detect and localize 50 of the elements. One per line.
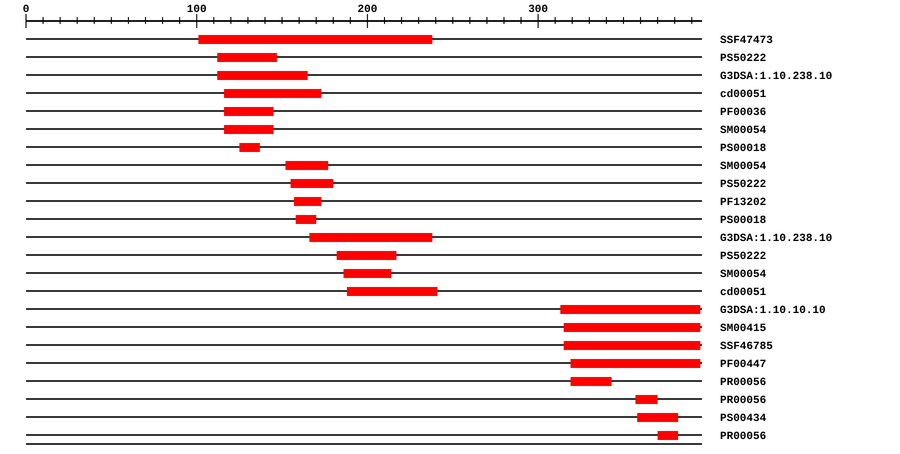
- y-tick-label: PS50222: [720, 179, 766, 191]
- bar: [344, 269, 392, 278]
- bar: [570, 377, 612, 386]
- y-tick-label: PF00447: [720, 359, 766, 371]
- y-tick-label: G3DSA:1.10.238.10: [720, 233, 832, 245]
- bar: [198, 35, 432, 44]
- bar: [224, 89, 322, 98]
- y-tick-label: PF00036: [720, 107, 766, 119]
- y-tick-label: PF13202: [720, 197, 766, 209]
- x-tick-label: 100: [186, 4, 207, 16]
- y-tick-label: PR00056: [720, 431, 766, 443]
- bar: [309, 233, 432, 242]
- x-tick-label: 300: [528, 4, 548, 16]
- bar: [564, 341, 700, 350]
- y-tick-label: cd00051: [720, 287, 767, 299]
- y-tick-label: PS50222: [720, 251, 766, 263]
- y-tick-label: PR00056: [720, 395, 766, 407]
- bar: [336, 251, 396, 260]
- y-tick-label: PS50222: [720, 53, 766, 65]
- y-tick-label: PR00056: [720, 377, 766, 389]
- bar: [294, 197, 322, 206]
- y-tick-label: SM00415: [720, 323, 767, 335]
- bar: [217, 71, 308, 80]
- bar: [217, 53, 277, 62]
- y-tick-label: SSF47473: [720, 35, 774, 47]
- bar: [637, 413, 678, 422]
- y-tick-label: PS00018: [720, 143, 767, 155]
- y-tick-label: G3DSA:1.10.238.10: [720, 71, 832, 83]
- bar: [564, 323, 700, 332]
- bar: [560, 305, 700, 314]
- y-tick-label: SM00054: [720, 269, 767, 281]
- bar: [224, 125, 274, 134]
- y-tick-label: PS00434: [720, 413, 767, 425]
- y-tick-label: SM00054: [720, 125, 767, 137]
- x-tick-label: 0: [22, 4, 30, 16]
- bar: [239, 143, 260, 152]
- bar: [635, 395, 658, 404]
- bar: [570, 359, 700, 368]
- x-tick-label: 200: [358, 4, 378, 16]
- bar: [658, 431, 678, 440]
- bar: [224, 107, 274, 116]
- y-tick-label: SSF46785: [720, 341, 774, 353]
- bar: [290, 179, 334, 188]
- bar: [296, 215, 316, 224]
- y-tick-label: SM00054: [720, 161, 767, 173]
- bar: [346, 287, 438, 296]
- y-tick-label: cd00051: [720, 89, 767, 101]
- y-tick-label: PS00018: [720, 215, 767, 227]
- y-tick-label: G3DSA:1.10.10.10: [720, 305, 826, 317]
- bar: [285, 161, 328, 170]
